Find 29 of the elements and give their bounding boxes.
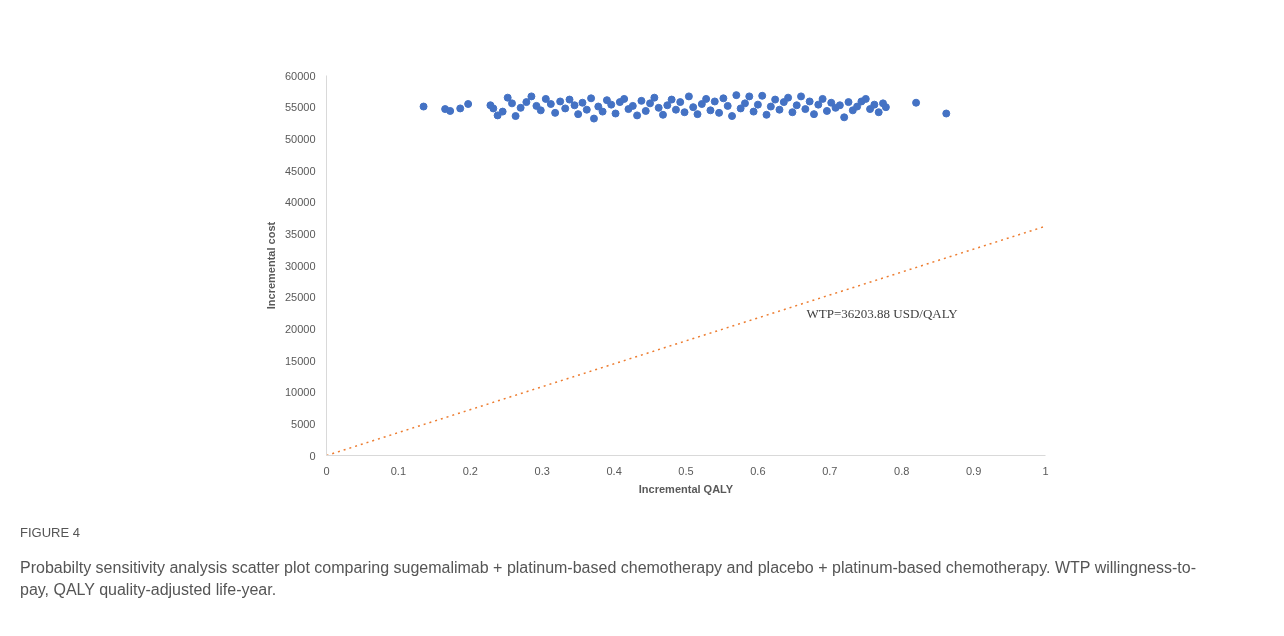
x-tick-label: 0.3 — [534, 464, 550, 477]
caption: FIGURE 4 — [20, 524, 80, 542]
x-tick-label: 0.5 — [678, 464, 694, 477]
x-tick-label: 0.1 — [390, 464, 407, 477]
y-tick-label: 5000 — [291, 417, 316, 430]
y-tick-label: 0 — [309, 449, 316, 462]
text: Probabilty sensitivity analysis scatter plot comparing sugemalimab + platinum-based chemotherapy and placebo + platinum-based chemotherapy. WTP willingness-to-pay, QALY quality-adjusted life-year. — [20, 557, 1197, 601]
y-tick-label: 60000 — [284, 69, 316, 82]
x-tick-label: 0.7 — [822, 464, 838, 477]
y-tick-label: 25000 — [284, 291, 316, 304]
y-tick-label: 10000 — [284, 386, 316, 399]
annotation: WTP=36203.88 USD/QALY — [806, 305, 959, 321]
y-tick-label: 55000 — [284, 101, 316, 114]
x-tick-label: 0.2 — [462, 464, 478, 477]
x-axis-title: Incremental QALY — [638, 482, 734, 495]
y-tick-label: 50000 — [284, 132, 316, 145]
x-tick-label: 1 — [1042, 464, 1049, 477]
y-tick-label: 35000 — [284, 227, 316, 240]
x-tick-label: 0 — [323, 464, 330, 477]
y-tick-label: 40000 — [284, 196, 316, 209]
x-tick-label: 0.4 — [606, 464, 622, 477]
y-tick-label: 45000 — [284, 164, 316, 177]
y-tick-label: 15000 — [284, 354, 316, 367]
x-tick-label: 0.8 — [894, 464, 910, 477]
x-tick-label: 0.9 — [965, 464, 982, 477]
y-tick-label: 20000 — [284, 322, 316, 335]
y-axis-title: Incremental cost — [264, 221, 277, 310]
y-tick-label: 30000 — [284, 259, 316, 272]
x-tick-label: 0.6 — [750, 464, 766, 477]
